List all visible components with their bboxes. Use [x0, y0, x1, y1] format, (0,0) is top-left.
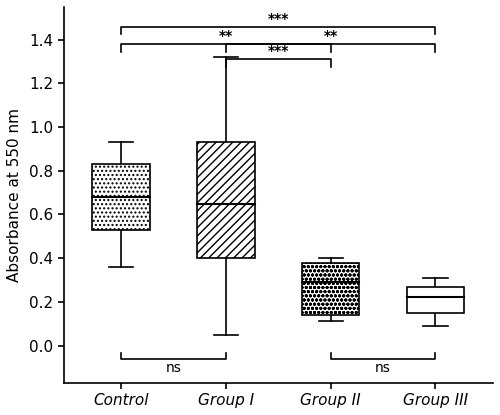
Text: ns: ns — [375, 361, 391, 375]
Bar — [406, 286, 464, 313]
Text: **: ** — [324, 29, 338, 43]
Text: ***: *** — [268, 12, 289, 25]
Text: **: ** — [219, 29, 233, 43]
Y-axis label: Absorbance at 550 nm: Absorbance at 550 nm — [7, 108, 22, 282]
Text: ns: ns — [166, 361, 182, 375]
Bar — [197, 142, 254, 258]
Bar — [302, 263, 360, 315]
Bar — [92, 164, 150, 230]
Text: ***: *** — [268, 44, 289, 58]
